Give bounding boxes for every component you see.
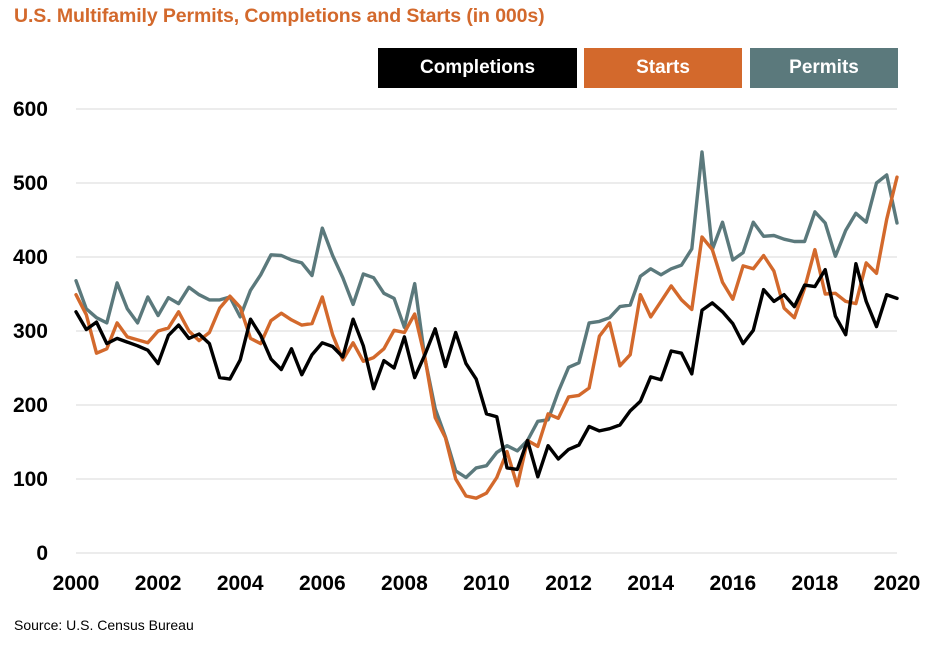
- x-tick-label: 2010: [463, 572, 510, 595]
- y-tick-label: 200: [13, 394, 48, 417]
- legend-completions: Completions: [378, 48, 577, 88]
- y-tick-label: 300: [13, 320, 48, 343]
- y-tick-label: 0: [36, 542, 48, 565]
- y-axis-ticks: 0 100 200 300 400 500 600: [13, 98, 48, 565]
- legend-starts: Starts: [584, 48, 742, 88]
- series-line-permits: [74, 150, 899, 480]
- x-tick-label: 2008: [381, 572, 428, 595]
- x-tick-label: 2004: [217, 572, 264, 595]
- y-tick-label: 100: [13, 468, 48, 491]
- y-tick-label: 600: [13, 98, 48, 121]
- x-tick-label: 2020: [874, 572, 921, 595]
- series-lines: [74, 150, 899, 500]
- legend-permits-label: Permits: [789, 57, 859, 78]
- x-tick-label: 2002: [135, 572, 182, 595]
- x-tick-label: 2000: [53, 572, 100, 595]
- source-note: Source: U.S. Census Bureau: [14, 617, 194, 633]
- gridlines: [76, 108, 897, 554]
- legend-starts-label: Starts: [636, 57, 690, 78]
- legend-completions-label: Completions: [419, 57, 536, 78]
- y-tick-label: 400: [13, 246, 48, 269]
- legend-permits: Permits: [750, 48, 898, 88]
- chart-title: U.S. Multifamily Permits, Completions an…: [14, 5, 545, 27]
- x-axis-ticks: 2000 2002 2004 2006 2008 2010 2012 2014 2016 2018…: [53, 572, 921, 595]
- x-tick-label: 2012: [545, 572, 592, 595]
- y-tick-label: 500: [13, 172, 48, 195]
- x-tick-label: 2014: [627, 572, 674, 595]
- x-tick-label: 2006: [299, 572, 346, 595]
- series-line-completions: [74, 262, 899, 479]
- x-tick-label: 2018: [792, 572, 839, 595]
- x-tick-label: 2016: [709, 572, 756, 595]
- series-line-starts: [74, 175, 899, 500]
